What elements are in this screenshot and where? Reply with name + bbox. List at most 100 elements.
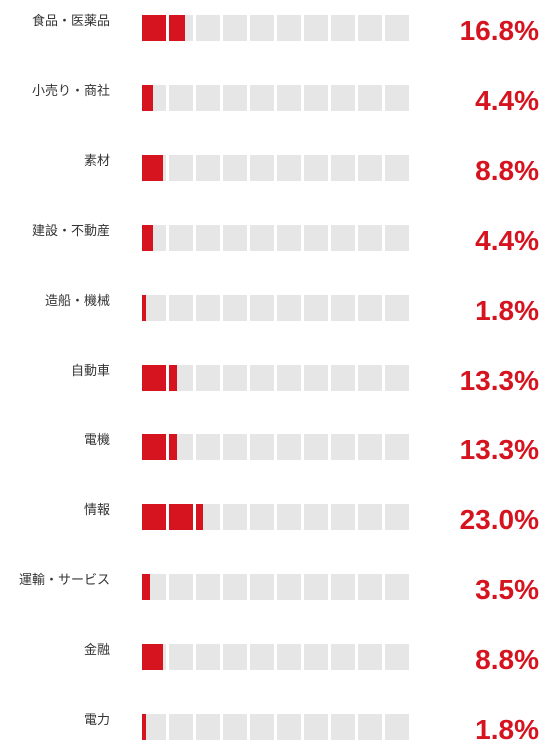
- bar-fill: [142, 434, 166, 461]
- bar-segment: [196, 294, 220, 321]
- bar-segment: [385, 644, 409, 671]
- bar-segment: [385, 504, 409, 531]
- bar-row: 造船・機械 1.8%: [0, 294, 558, 334]
- bar-fill: [142, 364, 166, 391]
- bar-segment: [385, 84, 409, 111]
- value-label: 13.3%: [459, 434, 539, 466]
- bar-segment: [385, 434, 409, 461]
- bar-segment: [250, 154, 274, 181]
- bar-segment: [142, 364, 166, 391]
- bar-segment: [331, 84, 355, 111]
- bar-segment: [142, 84, 166, 111]
- bar-segment: [277, 224, 301, 251]
- bar-segment: [196, 84, 220, 111]
- value-label: 1.8%: [475, 714, 539, 745]
- bar-segment: [304, 574, 328, 601]
- category-label: 造船・機械: [44, 293, 110, 309]
- bar-fill: [142, 154, 164, 181]
- bar-segment: [331, 644, 355, 671]
- bar-segment: [304, 434, 328, 461]
- bar-segment: [169, 364, 193, 391]
- bar-segment: [250, 364, 274, 391]
- bar-segment: [250, 434, 274, 461]
- bar-track: [142, 434, 412, 461]
- bar-segment: [277, 84, 301, 111]
- bar-segment: [331, 15, 355, 41]
- bar-segment: [169, 644, 193, 671]
- category-label: 小売り・商社: [31, 83, 110, 99]
- bar-segment: [277, 714, 301, 740]
- bar-segment: [331, 224, 355, 251]
- bar-segment: [331, 714, 355, 740]
- bar-fill: [169, 504, 193, 531]
- bar-segment: [331, 294, 355, 321]
- bar-segment: [331, 574, 355, 601]
- bar-track: [142, 294, 412, 321]
- bar-segment: [250, 644, 274, 671]
- bar-segment: [277, 294, 301, 321]
- value-label: 13.3%: [459, 364, 539, 396]
- bar-segment: [277, 154, 301, 181]
- bar-fill: [196, 504, 204, 531]
- bar-segment: [196, 364, 220, 391]
- bar-segment: [169, 84, 193, 111]
- bar-segment: [304, 15, 328, 41]
- bar-fill: [142, 504, 166, 531]
- bar-segment: [142, 644, 166, 671]
- bar-fill: [142, 84, 153, 111]
- bar-segment: [223, 154, 247, 181]
- bar-segment: [196, 434, 220, 461]
- bar-segment: [358, 714, 382, 740]
- bar-segment: [196, 574, 220, 601]
- bar-fill: [142, 15, 166, 41]
- bar-track: [142, 224, 412, 251]
- bar-segment: [358, 504, 382, 531]
- bar-segment: [385, 294, 409, 321]
- bar-fill: [169, 364, 177, 391]
- category-label: 自動車: [70, 363, 110, 379]
- bar-segment: [250, 504, 274, 531]
- bar-row: 電機 13.3%: [0, 433, 558, 473]
- bar-segment: [358, 84, 382, 111]
- bar-segment: [277, 434, 301, 461]
- category-label: 情報: [83, 503, 110, 519]
- category-label: 運輸・サービス: [18, 573, 110, 589]
- bar-segment: [358, 364, 382, 391]
- bar-segment: [196, 224, 220, 251]
- bar-track: [142, 154, 412, 181]
- bar-segment: [142, 574, 166, 601]
- bar-row: 素材 8.8%: [0, 154, 558, 194]
- bar-segment: [304, 714, 328, 740]
- bar-segment: [169, 15, 193, 41]
- bar-segment: [331, 364, 355, 391]
- bar-segment: [304, 224, 328, 251]
- bar-segment: [331, 434, 355, 461]
- bar-segment: [331, 154, 355, 181]
- bar-track: [142, 15, 412, 41]
- bar-segment: [169, 224, 193, 251]
- bar-segment: [223, 294, 247, 321]
- bar-segment: [142, 224, 166, 251]
- bar-segment: [169, 154, 193, 181]
- bar-segment: [223, 15, 247, 41]
- value-label: 8.8%: [475, 644, 539, 676]
- bar-segment: [304, 294, 328, 321]
- bar-segment: [250, 84, 274, 111]
- bar-segment: [223, 644, 247, 671]
- bar-segment: [358, 574, 382, 601]
- bar-row: 食品・医薬品 16.8%: [0, 14, 558, 54]
- bar-segment: [304, 644, 328, 671]
- bar-segment: [169, 294, 193, 321]
- bar-segment: [250, 15, 274, 41]
- bar-fill: [169, 434, 177, 461]
- bar-segment: [358, 15, 382, 41]
- bar-segment: [142, 294, 166, 321]
- bar-segment: [358, 294, 382, 321]
- bar-segment: [142, 504, 166, 531]
- bar-segment: [250, 714, 274, 740]
- bar-segment: [358, 224, 382, 251]
- bar-row: 情報 23.0%: [0, 503, 558, 543]
- bar-row: 電力 1.8%: [0, 713, 558, 753]
- bar-fill: [142, 294, 147, 321]
- bar-track: [142, 574, 412, 601]
